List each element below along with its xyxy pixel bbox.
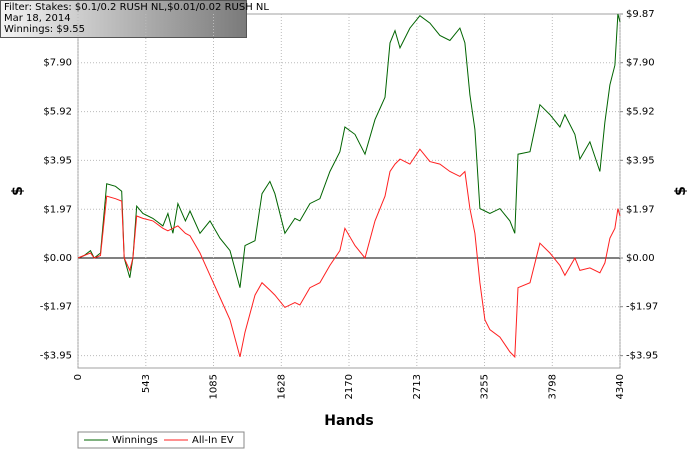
y2-tick-label: $5.92 xyxy=(626,107,655,118)
x-tick-label: 1085 xyxy=(209,374,220,399)
y2-tick-label: $7.90 xyxy=(626,58,655,69)
y2-tick-label: $1.97 xyxy=(626,204,655,215)
x-tick-label: 1628 xyxy=(276,374,287,399)
y-tick-label: $0.00 xyxy=(43,253,72,264)
y2-axis-title: $ xyxy=(673,186,689,196)
y-tick-label: $1.97 xyxy=(43,204,72,215)
y-tick-label: $5.92 xyxy=(43,107,72,118)
y-tick-label: -$3.95 xyxy=(40,351,72,362)
info-box xyxy=(0,0,247,38)
winnings-text: Winnings: $9.55 xyxy=(4,24,85,35)
x-tick-label: 2713 xyxy=(412,374,423,399)
y2-tick-label: -$1.97 xyxy=(626,302,658,313)
y2-tick-label: $3.95 xyxy=(626,155,655,166)
legend xyxy=(77,431,245,449)
series-line xyxy=(77,13,621,288)
y2-tick-label: -$3.95 xyxy=(626,351,658,362)
date-text: Mar 18, 2014 xyxy=(4,13,71,24)
x-tick-label: 0 xyxy=(73,374,84,380)
x-tick-label: 2170 xyxy=(344,374,355,399)
x-tick-label: 3798 xyxy=(547,374,558,399)
x-tick-label: 4340 xyxy=(615,374,626,399)
x-tick-label: 3255 xyxy=(480,374,491,399)
y-tick-label: $7.90 xyxy=(43,58,72,69)
x-tick-label: 543 xyxy=(141,374,152,393)
legend-label: All-In EV xyxy=(192,435,234,446)
legend-label: Winnings xyxy=(112,435,158,446)
y2-tick-label: $0.00 xyxy=(626,253,655,264)
filter-text: Filter: Stakes: $0.1/0.2 RUSH NL,$0.01/0… xyxy=(4,2,269,13)
y2-tick-label: $9.87 xyxy=(626,9,655,20)
y-tick-label: $3.95 xyxy=(43,155,72,166)
x-axis-title: Hands xyxy=(324,413,374,429)
series-line xyxy=(77,148,621,359)
y-tick-label: -$1.97 xyxy=(40,302,72,313)
y-axis-title: $ xyxy=(10,186,26,196)
